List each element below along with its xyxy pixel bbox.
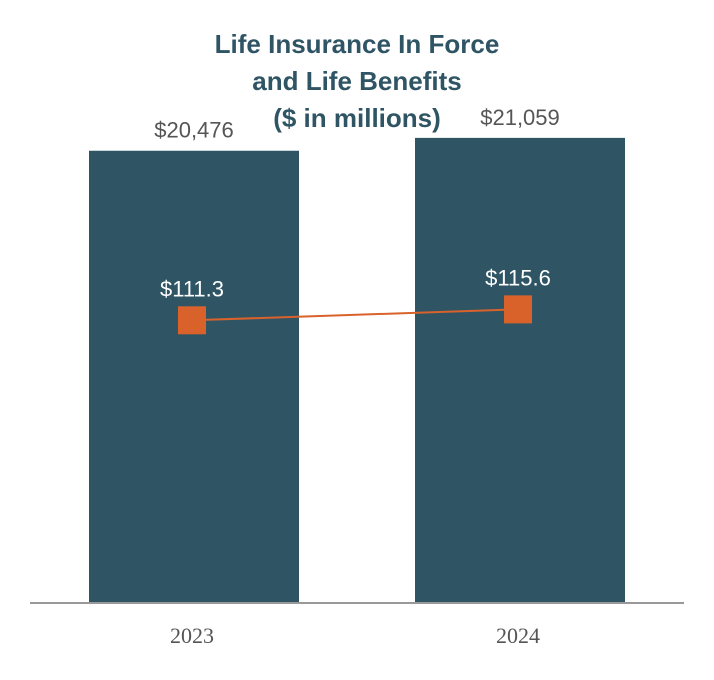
chart-title-line-2: and Life Benefits <box>252 66 462 96</box>
chart-title-line-3: ($ in millions) <box>273 103 441 133</box>
line-benefits <box>191 308 519 322</box>
line-series <box>178 295 532 335</box>
line-value-label-2024: $115.6 <box>485 265 551 290</box>
x-tick-label-2023: 2023 <box>170 623 214 648</box>
bar-2023 <box>89 150 299 603</box>
data-labels: $20,476 $21,059 $111.3 $115.6 <box>154 105 560 301</box>
x-tick-label-2024: 2024 <box>496 623 540 648</box>
bar-value-label-2023: $20,476 <box>154 118 234 143</box>
line-marker-2024 <box>504 295 532 324</box>
line-marker-2023 <box>178 306 206 335</box>
bar-2024 <box>415 137 625 603</box>
chart-title: Life Insurance In Force and Life Benefit… <box>0 26 714 137</box>
x-tick-labels: 2023 2024 <box>170 623 540 648</box>
chart-title-line-1: Life Insurance In Force <box>214 29 500 59</box>
line-value-label-2023: $111.3 <box>160 276 224 301</box>
bar-value-label-2024: $21,059 <box>480 105 560 130</box>
bar-series <box>89 137 625 603</box>
